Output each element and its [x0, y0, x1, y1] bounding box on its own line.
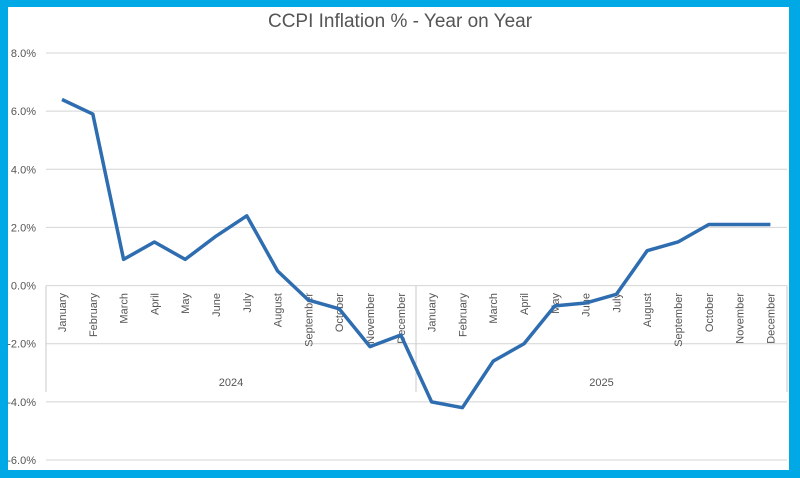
x-tick-label: May	[180, 293, 192, 314]
x-tick-label: August	[642, 293, 654, 327]
x-tick-label: January	[427, 293, 439, 333]
x-tick-label: December	[396, 293, 408, 344]
y-tick-label: -6.0%	[7, 455, 36, 467]
x-tick-label: December	[765, 293, 777, 344]
x-group-label: 2024	[219, 377, 243, 389]
x-tick-label: February	[88, 293, 100, 338]
chart-title: CCPI Inflation % - Year on Year	[268, 11, 533, 32]
y-tick-label: -4.0%	[7, 397, 36, 409]
x-tick-label: October	[704, 293, 716, 332]
x-tick-label: June	[211, 293, 223, 317]
y-tick-label: 4.0%	[11, 164, 36, 176]
y-tick-label: 8.0%	[11, 48, 36, 60]
y-tick-label: 0.0%	[11, 281, 36, 293]
x-tick-label: February	[457, 293, 469, 338]
x-tick-label: September	[673, 293, 685, 347]
chart-frame	[8, 7, 789, 470]
x-tick-label: November	[735, 293, 747, 344]
x-tick-label: September	[303, 293, 315, 347]
x-tick-label: April	[149, 293, 161, 315]
x-group-label: 2025	[589, 377, 613, 389]
y-tick-label: -2.0%	[7, 339, 36, 351]
x-tick-label: August	[273, 293, 285, 327]
x-tick-label: July	[242, 293, 254, 313]
x-tick-label: March	[488, 293, 500, 324]
x-tick-label: April	[519, 293, 531, 315]
x-tick-label: June	[581, 293, 593, 317]
x-tick-label: July	[611, 293, 623, 313]
y-tick-label: 2.0%	[11, 222, 36, 234]
series-line	[61, 97, 771, 410]
x-tick-label: November	[365, 293, 377, 344]
x-tick-label: March	[119, 293, 131, 324]
x-tick-label: January	[57, 293, 69, 333]
y-tick-label: 6.0%	[11, 106, 36, 118]
